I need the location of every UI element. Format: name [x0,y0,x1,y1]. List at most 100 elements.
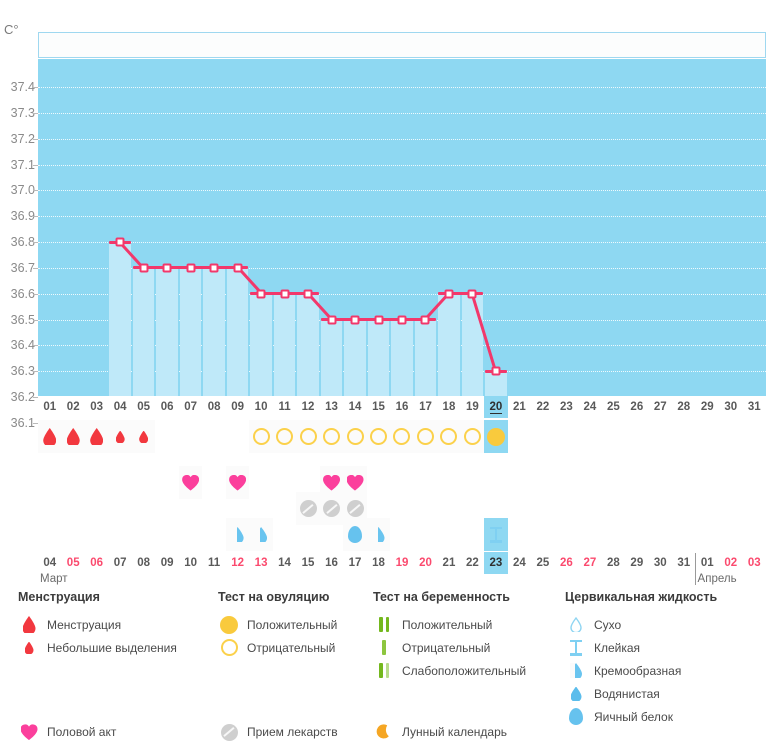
day-number-cell[interactable]: 16 [390,396,413,418]
temperature-bar[interactable] [414,319,437,396]
day-number-cell[interactable]: 21 [508,396,531,418]
day-number-cell[interactable]: 01 [38,396,61,418]
calendar-date-cell[interactable]: 18 [372,557,385,569]
day-number-cell[interactable]: 25 [602,396,625,418]
calendar-date-cell[interactable]: 31 [677,557,691,569]
menstruation-cell[interactable] [84,420,109,453]
temperature-data-point[interactable] [420,315,430,325]
calendar-date-cell[interactable]: 04 [43,557,57,569]
temperature-data-point[interactable] [280,289,290,299]
calendar-date-cell[interactable]: 22 [466,557,479,569]
calendar-date-cell[interactable]: 03 [747,557,761,569]
calendar-date-cell[interactable]: 19 [395,557,409,569]
temperature-data-point[interactable] [444,289,454,299]
temperature-data-point[interactable] [256,289,266,299]
medication-cell[interactable] [296,492,320,525]
calendar-date-cell[interactable]: 25 [536,557,550,569]
calendar-date-cell[interactable]: 29 [630,557,644,569]
temperature-data-point[interactable] [374,315,384,325]
ovulation-test-cell[interactable] [249,420,273,453]
temperature-data-point[interactable] [350,315,360,325]
temperature-data-point[interactable] [162,263,172,273]
ovulation-test-cell[interactable] [272,420,297,453]
temperature-data-point[interactable] [327,315,337,325]
medication-row[interactable] [38,492,766,525]
day-number-cell[interactable]: 04 [108,396,131,418]
ovulation-test-cell[interactable] [413,420,438,453]
temperature-bar[interactable] [320,319,343,396]
day-number-cell[interactable]: 26 [625,396,648,418]
ovulation-test-cell[interactable] [296,420,320,453]
day-number-cell[interactable]: 24 [578,396,601,418]
temperature-bar[interactable] [203,267,225,396]
day-number-cell[interactable]: 06 [155,396,178,418]
temperature-bar[interactable] [461,293,484,396]
temperature-data-point[interactable] [209,263,219,273]
day-number-cell[interactable]: 29 [696,396,719,418]
intercourse-cell[interactable] [343,466,367,499]
day-number-cell[interactable]: 11 [273,396,296,418]
day-number-cell[interactable]: 28 [672,396,695,418]
temperature-bar[interactable] [344,319,366,396]
day-number-cell[interactable]: 14 [343,396,366,418]
calendar-date-cell[interactable]: 16 [325,557,338,569]
day-number-cell[interactable]: 18 [437,396,460,418]
day-number-cell[interactable]: 27 [649,396,672,418]
calendar-date-cell[interactable]: 28 [606,557,620,569]
calendar-date-cell[interactable]: 26 [559,557,573,569]
day-number-cell[interactable]: 19 [461,396,484,418]
intercourse-row[interactable] [38,466,766,499]
symptom-icon-grid[interactable] [38,420,766,552]
temperature-bar[interactable] [132,267,155,396]
day-number-cell[interactable]: 15 [367,396,390,418]
day-number-cell[interactable]: 07 [179,396,202,418]
menstruation-cell[interactable] [108,420,132,453]
calendar-date-cell[interactable]: 15 [301,557,315,569]
temperature-data-point[interactable] [139,263,149,273]
temperature-bar[interactable] [391,319,413,396]
day-number-cell[interactable]: 03 [85,396,108,418]
ovulation-test-cell[interactable] [437,420,461,453]
calendar-date-cell[interactable]: 05 [66,557,80,569]
chart-plot-area[interactable] [38,59,766,396]
temperature-bar[interactable] [156,267,178,396]
intercourse-cell[interactable] [178,466,203,499]
ovulation-test-cell[interactable] [460,420,485,453]
menstruation-cell[interactable] [38,420,62,453]
calendar-date-cell[interactable]: 12 [231,557,244,569]
temperature-data-point[interactable] [115,237,125,247]
day-number-cell[interactable]: 22 [531,396,554,418]
day-number-cell[interactable]: 02 [61,396,84,418]
calendar-date-cell[interactable]: 14 [278,557,291,569]
temperature-bar[interactable] [485,371,507,396]
temperature-bar[interactable] [226,267,249,396]
cervical-fluid-cell[interactable] [366,518,391,551]
menstruation-cell[interactable] [131,420,156,453]
day-number-cell[interactable]: 17 [414,396,437,418]
intercourse-cell[interactable] [225,466,250,499]
temperature-bar[interactable] [438,293,460,396]
calendar-date-cell[interactable]: 27 [583,557,597,569]
calendar-date-cell[interactable]: 06 [90,557,104,569]
temperature-bar[interactable] [367,319,390,396]
calendar-date-cell[interactable]: 21 [442,557,456,569]
medication-cell[interactable] [343,492,367,525]
temperature-data-point[interactable] [233,263,243,273]
temperature-data-point[interactable] [186,263,196,273]
temperature-data-point[interactable] [303,289,313,299]
day-number-cell[interactable]: 05 [132,396,155,418]
calendar-date-cell[interactable]: 24 [513,557,526,569]
medication-cell[interactable] [319,492,344,525]
menstruation-row[interactable] [38,420,766,453]
calendar-date-cell[interactable]: 09 [160,557,174,569]
calendar-date-cell[interactable]: 20 [419,557,432,569]
calendar-date-cell[interactable]: 01 [700,557,714,569]
calendar-date-cell[interactable]: 13 [254,557,268,569]
calendar-date-cell[interactable]: 11 [208,557,221,569]
calendar-date-cell[interactable]: 10 [184,557,198,569]
day-number-cell[interactable]: 20 [484,396,508,418]
day-number-cell[interactable]: 09 [226,396,249,418]
temperature-bar[interactable] [273,293,296,396]
cervical-fluid-row[interactable] [38,518,766,551]
cervical-fluid-cell[interactable] [484,518,508,551]
